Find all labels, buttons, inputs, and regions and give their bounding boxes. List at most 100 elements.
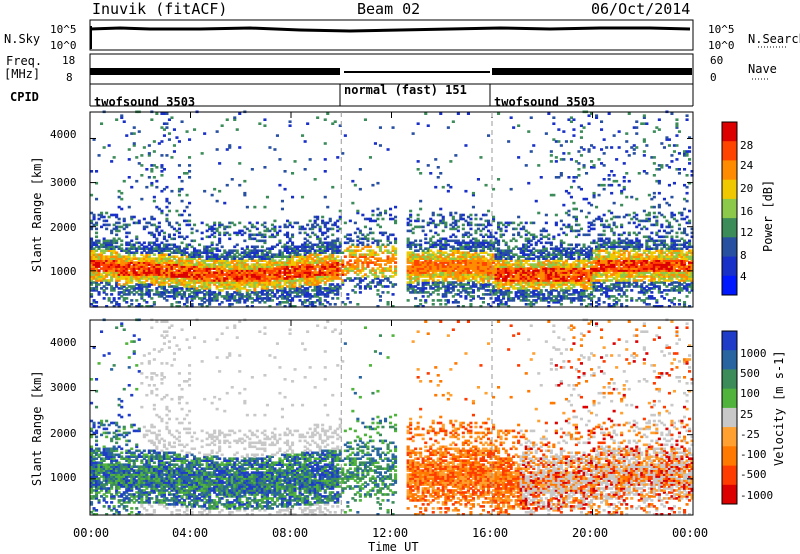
power-cell — [263, 225, 267, 229]
power-cell — [441, 263, 445, 266]
power-cell — [514, 293, 518, 296]
power-cell — [484, 267, 488, 270]
power-cell — [160, 154, 164, 157]
power-cell — [389, 213, 393, 217]
power-cell — [313, 253, 317, 256]
power-cell — [112, 269, 116, 272]
power-cell — [539, 241, 543, 245]
power-cell — [288, 221, 292, 225]
power-cell — [157, 263, 161, 266]
power-cell — [414, 271, 418, 274]
power-cell — [431, 221, 435, 225]
power-cell — [353, 271, 357, 274]
power-cell — [301, 301, 305, 304]
power-cell — [180, 241, 184, 245]
power-cell — [353, 253, 357, 256]
power-cell — [532, 144, 536, 147]
power-cell — [142, 227, 146, 231]
power-cell — [147, 277, 151, 280]
power-cell — [514, 273, 518, 276]
power-cell — [522, 299, 526, 302]
power-cell — [170, 156, 174, 159]
power-cell — [416, 271, 420, 274]
power-cell — [137, 271, 141, 274]
power-cell — [125, 223, 129, 227]
power-cell — [529, 301, 533, 304]
power-cell — [180, 279, 184, 282]
power-cell — [172, 295, 176, 298]
power-cell — [527, 237, 531, 241]
power-cell — [218, 273, 222, 276]
power-cell — [474, 265, 478, 268]
power-cell — [502, 267, 506, 270]
power-cell — [120, 287, 124, 290]
power-cell — [519, 293, 523, 296]
power-cell — [122, 263, 126, 266]
power-cell — [544, 229, 548, 233]
power-cell — [120, 271, 124, 274]
power-cell — [115, 215, 119, 219]
power-cell — [157, 271, 161, 274]
power-cell — [376, 277, 380, 280]
power-cell — [120, 269, 124, 272]
power-cell — [275, 285, 279, 288]
power-cell — [95, 267, 99, 270]
power-cell — [286, 279, 290, 282]
power-cell — [298, 277, 302, 280]
power-cell — [429, 229, 433, 233]
power-cell — [165, 265, 169, 268]
power-cell — [268, 247, 272, 250]
power-cell — [157, 255, 161, 258]
power-cell — [419, 299, 423, 302]
power-cell — [167, 257, 171, 260]
power-cell — [492, 301, 496, 304]
power-cell — [155, 112, 159, 115]
power-cell — [213, 231, 217, 235]
power-cell — [356, 235, 360, 239]
power-cell — [255, 227, 259, 231]
power-cell — [248, 279, 252, 282]
power-cell — [512, 279, 516, 282]
power-cell — [188, 259, 192, 262]
velocity-ytick-1000: 1000 — [50, 471, 77, 484]
power-cb-tick-24: 24 — [740, 159, 754, 172]
power-cell — [225, 255, 229, 258]
power-cell — [313, 178, 317, 181]
power-cell — [303, 281, 307, 284]
power-cell — [507, 299, 511, 302]
power-cell — [524, 267, 528, 270]
power-cell — [193, 223, 197, 227]
power-cell — [436, 213, 440, 217]
power-cell — [469, 247, 473, 250]
power-cell — [509, 259, 513, 262]
power-cell — [177, 279, 181, 282]
power-cell — [160, 251, 164, 254]
power-cell — [532, 303, 536, 306]
power-cell — [90, 245, 94, 249]
power-cell — [562, 158, 566, 161]
power-cell — [331, 273, 335, 276]
power-cell — [218, 257, 222, 260]
power-cell — [376, 289, 380, 292]
power-cell — [160, 174, 164, 177]
power-cell — [238, 267, 242, 270]
power-cell — [183, 277, 187, 280]
power-cell — [338, 287, 342, 290]
power-cell — [230, 287, 234, 290]
power-cell — [471, 205, 475, 209]
power-cell — [175, 277, 179, 280]
power-cell — [286, 285, 290, 288]
power-cell — [489, 289, 493, 292]
power-cell — [110, 160, 114, 163]
power-cell — [142, 249, 146, 252]
power-cell — [193, 265, 197, 268]
power-cell — [258, 295, 262, 298]
power-cell — [167, 291, 171, 294]
power-cell — [228, 253, 232, 256]
power-cell — [368, 251, 372, 254]
power-cell — [213, 235, 217, 239]
power-cell — [125, 134, 129, 137]
power-cell — [253, 299, 257, 302]
power-cell — [414, 265, 418, 268]
power-cell — [135, 179, 139, 183]
